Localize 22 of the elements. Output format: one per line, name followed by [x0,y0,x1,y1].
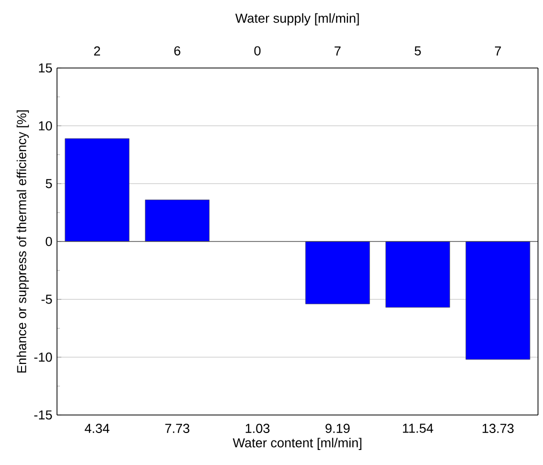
y-tick-label: 15 [39,63,52,73]
text: 2 [94,46,100,56]
text: 0 [254,46,261,56]
y-tick-label: -15 [34,410,52,420]
text: 7 [494,46,501,56]
x-tick-label: 4.34 [84,424,110,433]
text: 6 [174,46,180,56]
x2-axis-title: Water supply [ml/min] [235,13,359,26]
y-tick-label: 5 [46,179,52,188]
y-tick-label: -10 [34,352,52,362]
y-tick-label: 0 [46,236,52,246]
x-tick-label: 9.19 [326,424,350,433]
x-tick-label: 13.73 [482,424,514,433]
text: 5 [414,46,421,56]
y-tick-label: -5 [41,294,52,304]
y-tick-label: 10 [39,121,52,130]
x-axis-title: Water content [ml/min] [232,438,362,450]
x-tick-label: 1.03 [246,424,270,433]
x-tick-label: 7.73 [165,424,190,433]
x-tick-label: 11.54 [402,424,434,433]
text: 7 [334,46,341,56]
y-axis-title: Enhance or suppress of thermal efficiency [%] [16,110,29,373]
